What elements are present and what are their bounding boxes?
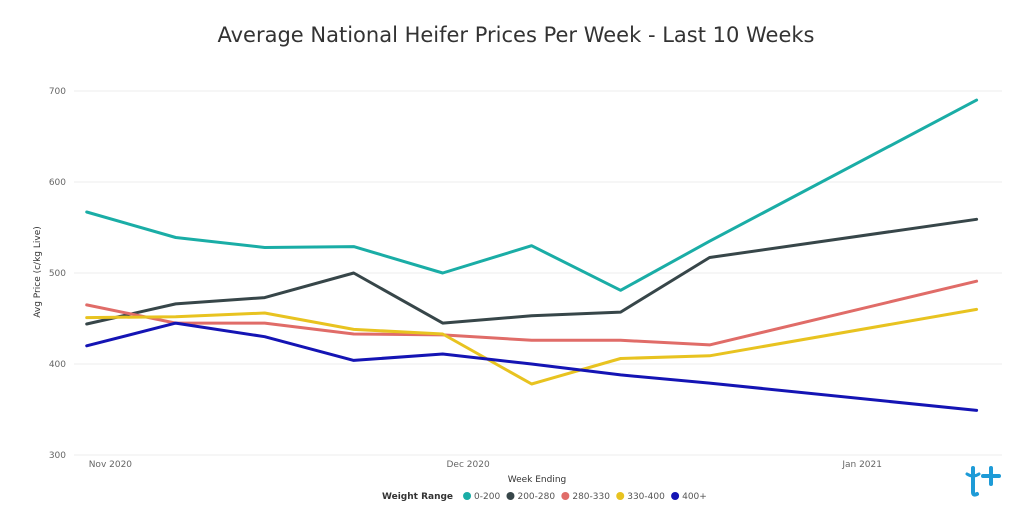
y-tick-label: 300 — [49, 451, 66, 461]
legend-items: 0-200 200-280 280-330 330-400 400+ — [463, 492, 707, 502]
y-tick-label: 600 — [49, 178, 66, 188]
legend-item: 330-400 — [616, 492, 665, 502]
x-axis-ticks: Nov 2020 Dec 2020 Jan 2021 — [89, 460, 882, 470]
legend-marker — [463, 492, 472, 500]
series-line-0-200 — [85, 98, 979, 292]
t-plus-logo-icon — [965, 466, 1001, 497]
legend-item: 0-200 — [463, 492, 500, 502]
y-tick-label: 500 — [49, 269, 66, 279]
y-tick-label: 400 — [49, 360, 66, 370]
legend-item: 200-280 — [506, 492, 555, 502]
legend-marker — [561, 492, 570, 500]
x-tick-label: Jan 2021 — [841, 460, 882, 470]
series-line-200-280 — [85, 217, 979, 326]
legend-marker — [616, 492, 625, 500]
chart-title: Average National Heifer Prices Per Week … — [217, 23, 814, 47]
legend-label: 400+ — [682, 492, 707, 502]
gridlines — [74, 90, 1002, 456]
legend-label: 280-330 — [572, 492, 610, 502]
legend-label: 200-280 — [517, 492, 555, 502]
x-axis-label: Week Ending — [508, 475, 567, 485]
x-tick-label: Dec 2020 — [446, 460, 489, 470]
y-axis-label: Avg Price (c/kg Live) — [33, 226, 43, 318]
x-tick-label: Nov 2020 — [89, 460, 133, 470]
legend-item: 280-330 — [561, 492, 610, 502]
legend-title: Weight Range — [382, 492, 453, 502]
y-tick-label: 700 — [49, 87, 66, 97]
series-line-280-330 — [85, 279, 979, 347]
legend-marker — [671, 492, 680, 500]
legend-label: 330-400 — [627, 492, 665, 502]
legend-item: 400+ — [671, 492, 707, 502]
legend: Weight Range 0-200 200-280 280-330 330-400 4… — [382, 492, 707, 502]
series-lines — [85, 98, 979, 412]
series-line-330-400 — [85, 307, 979, 386]
legend-marker — [506, 492, 515, 500]
y-axis-ticks: 300 400 500 600 700 — [49, 87, 66, 461]
series-line-400+ — [85, 321, 979, 412]
legend-label: 0-200 — [474, 492, 500, 502]
